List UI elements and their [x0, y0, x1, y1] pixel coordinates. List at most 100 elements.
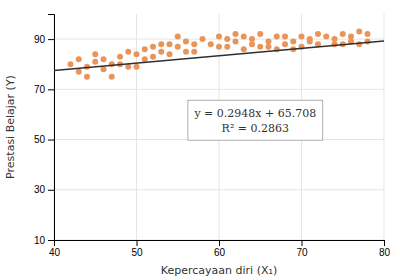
point	[249, 41, 255, 47]
point	[224, 44, 230, 50]
tick-mark	[137, 240, 138, 246]
point	[307, 39, 313, 45]
axis-line	[48, 15, 55, 241]
point	[233, 31, 239, 37]
point	[216, 34, 222, 40]
tick: 40	[49, 240, 61, 258]
point	[332, 36, 338, 42]
tick: 30	[34, 184, 54, 195]
point	[183, 39, 189, 45]
tick: 50	[131, 240, 143, 258]
point	[150, 54, 156, 60]
point	[356, 29, 362, 35]
point	[109, 74, 115, 80]
annotation-box	[188, 100, 323, 140]
point	[125, 49, 131, 55]
point	[150, 44, 156, 50]
tick-label: 90	[34, 34, 46, 45]
point	[323, 34, 329, 40]
point	[216, 44, 222, 50]
point	[191, 41, 197, 47]
tick-label: 10	[34, 235, 46, 246]
scatter-series	[68, 29, 371, 80]
tick: 70	[296, 240, 308, 258]
chart: 40 50 60 70 80 10 30 50 70 90 Kepercayaan diri (X₁…	[0, 0, 400, 280]
tick-mark	[48, 240, 54, 241]
point	[183, 49, 189, 55]
point	[365, 31, 371, 37]
point	[101, 66, 107, 72]
point	[175, 34, 181, 40]
point	[92, 51, 98, 57]
point	[84, 74, 90, 80]
point	[134, 51, 140, 57]
point	[134, 64, 140, 70]
point	[200, 36, 206, 42]
point	[191, 49, 197, 55]
grid	[54, 14, 384, 240]
annotation-text: y = 0.2948x + 65.708	[193, 107, 316, 120]
point	[208, 41, 214, 47]
point	[282, 34, 288, 40]
point	[241, 34, 247, 40]
tick-label: 30	[34, 184, 46, 195]
point	[92, 59, 98, 65]
point	[315, 31, 321, 37]
point	[274, 34, 280, 40]
tick-label: 50	[34, 134, 46, 145]
tick-mark	[384, 240, 385, 246]
point	[257, 31, 263, 37]
point	[175, 44, 181, 50]
point	[167, 41, 173, 47]
annotation-text: R² = 0.2863	[222, 122, 289, 135]
point	[76, 56, 82, 62]
tick-mark	[48, 190, 54, 191]
tick-mark	[302, 240, 303, 246]
point	[109, 61, 115, 67]
tick-mark	[48, 39, 54, 40]
axis-line	[55, 241, 385, 247]
tick-mark	[48, 140, 54, 141]
y-axis: 10 30 50 70 90	[34, 15, 55, 246]
x-axis-title: Kepercayaan diri (X₁)	[161, 264, 277, 277]
plot-area	[54, 29, 384, 80]
tick: 90	[34, 34, 54, 45]
tick: 80	[379, 240, 391, 258]
tick-mark	[48, 89, 54, 90]
tick-label: 40	[49, 247, 61, 258]
tick-label: 70	[296, 247, 308, 258]
point	[167, 51, 173, 57]
tick-label: 70	[34, 84, 46, 95]
grid-line-y	[54, 189, 384, 190]
point	[299, 34, 305, 40]
point	[76, 69, 82, 75]
tick: 50	[34, 134, 54, 145]
point	[257, 44, 263, 50]
tick: 10	[34, 235, 54, 246]
grid-line-x	[384, 14, 385, 240]
y-axis-title: Prestasi Belajar (Y)	[4, 75, 17, 179]
tick: 60	[214, 240, 226, 258]
x-axis: 40 50 60 70 80	[49, 240, 391, 258]
tick-mark	[219, 240, 220, 246]
annotation: y = 0.2948x + 65.708 R² = 0.2863	[188, 100, 323, 140]
point	[282, 41, 288, 47]
tick-label: 50	[131, 247, 143, 258]
point	[266, 44, 272, 50]
point	[142, 56, 148, 62]
point	[356, 41, 362, 47]
point	[290, 39, 296, 45]
tick: 70	[34, 84, 54, 95]
regression-line	[54, 41, 384, 71]
point	[241, 46, 247, 52]
grid-line-y	[54, 89, 384, 90]
grid-line-x	[136, 14, 137, 240]
point	[158, 41, 164, 47]
point	[142, 46, 148, 52]
point	[158, 49, 164, 55]
point	[233, 39, 239, 45]
point	[117, 54, 123, 60]
point	[340, 31, 346, 37]
point	[68, 61, 74, 67]
tick-label: 60	[214, 247, 226, 258]
